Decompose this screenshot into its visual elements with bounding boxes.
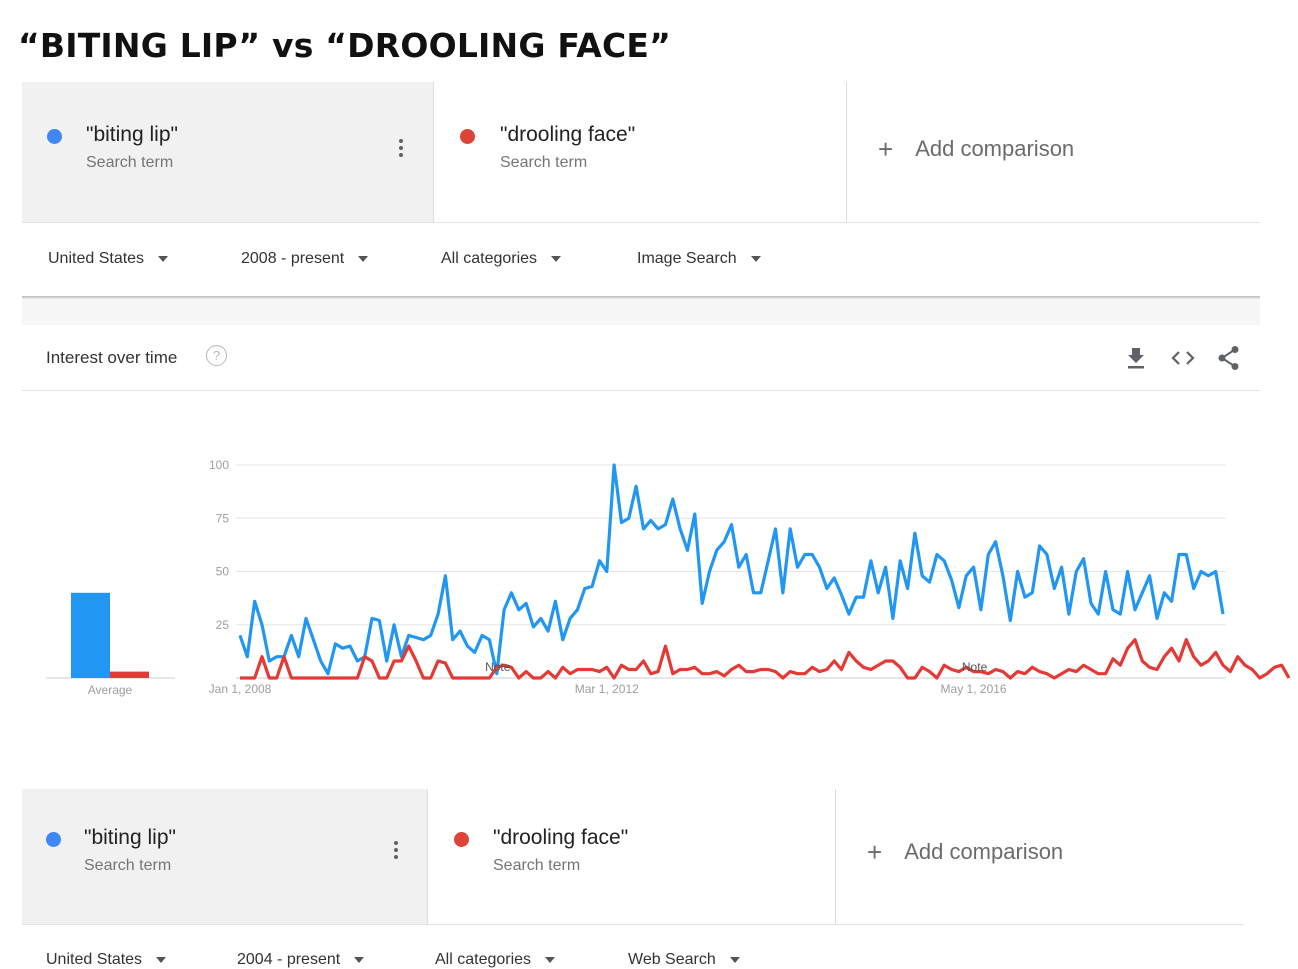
y-tick-label: 25 <box>216 618 230 632</box>
help-icon[interactable]: ? <box>206 345 227 366</box>
series-color-dot <box>46 832 61 847</box>
divider <box>22 390 1260 391</box>
section-gap <box>22 299 1260 325</box>
series-line-0 <box>238 463 1225 676</box>
divider <box>433 82 434 222</box>
y-tick-label: 100 <box>209 458 229 472</box>
chevron-down-icon <box>354 957 365 963</box>
add-comparison-label: Add comparison <box>904 839 1064 864</box>
category-label: All categories <box>435 951 532 968</box>
term-sublabel: Search term <box>500 154 588 171</box>
region-label: United States <box>48 250 145 267</box>
time-range-label: 2008 - present <box>241 250 345 267</box>
search-type-dropdown[interactable]: Web Search <box>628 951 740 969</box>
divider <box>22 222 1260 223</box>
chevron-down-icon <box>729 957 740 963</box>
share-icon[interactable] <box>1217 345 1241 376</box>
x-tick-label: Jan 1, 2008 <box>209 682 272 696</box>
average-label: Average <box>88 683 133 697</box>
term-label: "biting lip" <box>86 123 178 146</box>
x-tick-label: Mar 1, 2012 <box>575 682 639 696</box>
series-color-dot <box>47 129 62 144</box>
add-comparison-button[interactable]: + Add comparison <box>878 136 1074 162</box>
term-card-biting-lip[interactable]: "biting lip" Search term <box>22 82 433 222</box>
toolbar-shadow <box>22 296 1260 299</box>
chevron-down-icon <box>551 256 562 262</box>
chevron-down-icon <box>358 256 369 262</box>
term-label: "drooling face" <box>500 123 636 146</box>
y-tick-label: 50 <box>216 565 230 579</box>
search-type-dropdown[interactable]: Image Search <box>637 250 761 268</box>
embed-code-icon[interactable] <box>1170 348 1196 373</box>
chevron-down-icon <box>156 957 167 963</box>
chevron-down-icon <box>750 256 761 262</box>
time-range-dropdown[interactable]: 2004 - present <box>237 951 365 969</box>
term-sublabel: Search term <box>84 857 172 874</box>
note-annotation[interactable]: Note <box>962 660 988 674</box>
term-label: "drooling face" <box>493 826 629 849</box>
y-tick-label: 75 <box>216 511 230 525</box>
category-dropdown[interactable]: All categories <box>435 951 556 969</box>
series-color-dot <box>454 832 469 847</box>
interest-chart: Average 100 75 50 25 Jan 1, 2008 Mar 1, 2012 M… <box>46 458 1291 697</box>
gridlines <box>236 464 1226 679</box>
more-options-icon[interactable] <box>398 139 404 160</box>
add-comparison-button[interactable]: + Add comparison <box>867 839 1063 865</box>
term-card-drooling-face[interactable]: "drooling face" Search term <box>434 82 846 222</box>
region-dropdown[interactable]: United States <box>46 951 167 969</box>
note-annotation[interactable]: Note <box>485 660 511 674</box>
term-sublabel: Search term <box>86 154 174 171</box>
term-card-drooling-face[interactable]: "drooling face" Search term <box>428 789 835 924</box>
divider <box>427 789 428 924</box>
region-dropdown[interactable]: United States <box>48 250 169 268</box>
search-type-label: Web Search <box>628 951 716 968</box>
time-range-label: 2004 - present <box>237 951 341 968</box>
search-type-label: Image Search <box>637 250 737 267</box>
interest-over-time-title: Interest over time <box>46 348 178 367</box>
divider <box>22 924 1244 925</box>
term-label: "biting lip" <box>84 826 176 849</box>
more-options-icon[interactable] <box>393 841 399 862</box>
time-range-dropdown[interactable]: 2008 - present <box>241 250 369 268</box>
axis-labels: 100 75 50 25 Jan 1, 2008 Mar 1, 2012 May 1, 20… <box>209 458 1007 696</box>
plus-icon: + <box>878 134 894 164</box>
average-bars: Average <box>46 592 175 697</box>
term-sublabel: Search term <box>493 857 581 874</box>
term-card-biting-lip[interactable]: "biting lip" Search term <box>22 789 427 924</box>
chevron-down-icon <box>545 957 556 963</box>
series-color-dot <box>460 129 475 144</box>
x-tick-label: May 1, 2016 <box>941 682 1007 696</box>
add-comparison-label: Add comparison <box>915 136 1075 161</box>
series-lines <box>238 463 1291 680</box>
region-label: United States <box>46 951 143 968</box>
page-title: “BITING LIP” vs “DROOLING FACE” <box>18 26 672 65</box>
category-dropdown[interactable]: All categories <box>441 250 562 268</box>
average-bar-drooling-face <box>110 671 149 678</box>
category-label: All categories <box>441 250 538 267</box>
plus-icon: + <box>867 837 883 867</box>
download-icon[interactable] <box>1126 346 1146 375</box>
series-line-1 <box>240 638 1291 680</box>
divider <box>835 789 836 924</box>
average-bar-biting-lip <box>71 592 110 678</box>
divider <box>846 82 847 222</box>
chevron-down-icon <box>158 256 169 262</box>
